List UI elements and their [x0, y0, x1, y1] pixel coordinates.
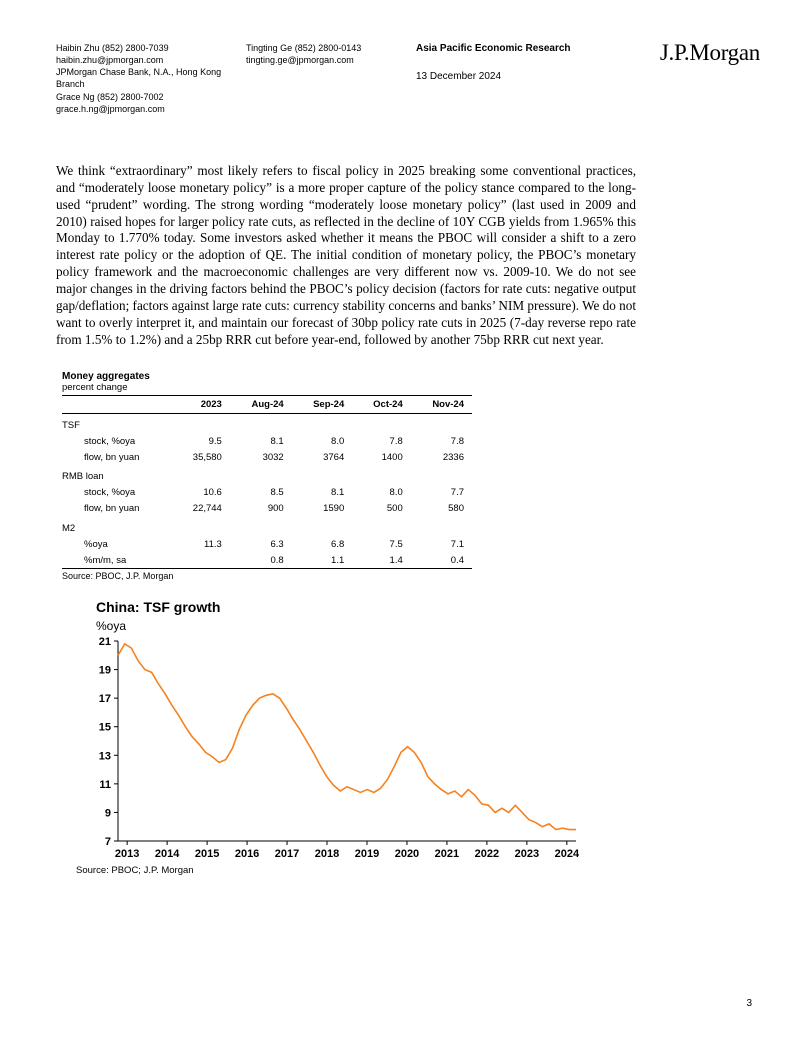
money-aggregates-table: 2023Aug-24Sep-24Oct-24Nov-24 TSFstock, %… — [62, 395, 472, 570]
table-cell: 8.0 — [292, 433, 353, 449]
table-column-header: 2023 — [172, 395, 230, 413]
chart-title: China: TSF growth — [96, 599, 752, 615]
table-row-label: stock, %oya — [62, 485, 172, 501]
table-cell: 8.5 — [230, 485, 292, 501]
table-row-label: stock, %oya — [62, 433, 172, 449]
table-cell: 6.8 — [292, 536, 353, 552]
svg-text:2017: 2017 — [275, 848, 299, 860]
author-block-1: Haibin Zhu (852) 2800-7039 haibin.zhu@jp… — [56, 42, 246, 115]
table-cell: 500 — [352, 501, 411, 517]
report-date: 13 December 2024 — [416, 70, 586, 84]
table-cell: 7.5 — [352, 536, 411, 552]
svg-text:11: 11 — [99, 779, 111, 791]
chart-unit: %oya — [96, 619, 752, 633]
table-cell: 10.6 — [172, 485, 230, 501]
table-column-header: Oct-24 — [352, 395, 411, 413]
tsf-growth-chart: 7 9 11 13 15 17 19 21 2013 2014 2015 2016 2017 2018 20… — [76, 635, 586, 865]
table-cell: 0.8 — [230, 552, 292, 569]
table-cell: 3032 — [230, 449, 292, 465]
table-cell: 9.5 — [172, 433, 230, 449]
author-line: Haibin Zhu (852) 2800-7039 — [56, 42, 246, 54]
page-number: 3 — [746, 998, 752, 1009]
table-row-label: flow, bn yuan — [62, 501, 172, 517]
svg-text:13: 13 — [99, 750, 111, 762]
table-row-label: %m/m, sa — [62, 552, 172, 569]
table-column-header: Nov-24 — [411, 395, 472, 413]
table-cell: 1400 — [352, 449, 411, 465]
table-cell: 3764 — [292, 449, 353, 465]
table-row-label: flow, bn yuan — [62, 449, 172, 465]
table-cell: 7.8 — [352, 433, 411, 449]
table-cell: 7.8 — [411, 433, 472, 449]
table-cell: 7.1 — [411, 536, 472, 552]
table-subtitle: percent change — [62, 382, 752, 393]
table-column-header — [62, 395, 172, 413]
svg-text:2016: 2016 — [235, 848, 259, 860]
table-cell: 2336 — [411, 449, 472, 465]
table-cell: 1.4 — [352, 552, 411, 569]
svg-text:2022: 2022 — [475, 848, 499, 860]
table-group: TSF — [62, 413, 472, 433]
svg-text:21: 21 — [99, 636, 111, 648]
author-block-2: Tingting Ge (852) 2800-0143 tingting.ge@… — [246, 42, 416, 115]
table-title: Money aggregates — [62, 371, 752, 382]
svg-text:19: 19 — [99, 665, 111, 677]
svg-text:9: 9 — [105, 808, 111, 820]
table-cell: 7.7 — [411, 485, 472, 501]
report-series: Asia Pacific Economic Research — [416, 42, 586, 56]
table-source: Source: PBOC, J.P. Morgan — [62, 571, 752, 581]
table-cell: 35,580 — [172, 449, 230, 465]
table-cell: 1590 — [292, 501, 353, 517]
svg-text:2019: 2019 — [355, 848, 379, 860]
author-email: grace.h.ng@jpmorgan.com — [56, 103, 246, 115]
table-cell — [172, 552, 230, 569]
report-title-block: Asia Pacific Economic Research 13 Decemb… — [416, 42, 586, 115]
table-row-label: %oya — [62, 536, 172, 552]
table-column-header: Aug-24 — [230, 395, 292, 413]
table-cell: 1.1 — [292, 552, 353, 569]
page-header: Haibin Zhu (852) 2800-7039 haibin.zhu@jp… — [56, 42, 752, 115]
table-cell: 11.3 — [172, 536, 230, 552]
table-cell: 580 — [411, 501, 472, 517]
svg-text:2018: 2018 — [315, 848, 339, 860]
svg-text:15: 15 — [99, 722, 111, 734]
author-line: Tingting Ge (852) 2800-0143 — [246, 42, 416, 54]
svg-text:2015: 2015 — [195, 848, 219, 860]
table-cell: 8.0 — [352, 485, 411, 501]
svg-text:17: 17 — [99, 693, 111, 705]
author-email: haibin.zhu@jpmorgan.com — [56, 54, 246, 66]
table-cell: 900 — [230, 501, 292, 517]
svg-text:2013: 2013 — [115, 848, 139, 860]
table-cell: 8.1 — [292, 485, 353, 501]
table-cell: 0.4 — [411, 552, 472, 569]
svg-text:2014: 2014 — [155, 848, 180, 860]
table-group: M2 — [62, 517, 472, 537]
body-paragraph: We think “extraordinary” most likely ref… — [56, 163, 636, 349]
svg-text:2023: 2023 — [515, 848, 539, 860]
table-cell: 6.3 — [230, 536, 292, 552]
table-column-header: Sep-24 — [292, 395, 353, 413]
svg-text:2020: 2020 — [395, 848, 419, 860]
chart-source: Source: PBOC; J.P. Morgan — [76, 865, 752, 876]
table-cell: 8.1 — [230, 433, 292, 449]
author-email: tingting.ge@jpmorgan.com — [246, 54, 416, 66]
jpmorgan-logo: J.P.Morgan — [660, 40, 760, 66]
table-cell: 22,744 — [172, 501, 230, 517]
svg-text:2021: 2021 — [435, 848, 459, 860]
table-group: RMB loan — [62, 465, 472, 485]
svg-text:7: 7 — [105, 836, 111, 848]
author-line: Grace Ng (852) 2800-7002 — [56, 91, 246, 103]
svg-text:2024: 2024 — [555, 848, 580, 860]
branch-line: JPMorgan Chase Bank, N.A., Hong Kong Bra… — [56, 66, 246, 90]
